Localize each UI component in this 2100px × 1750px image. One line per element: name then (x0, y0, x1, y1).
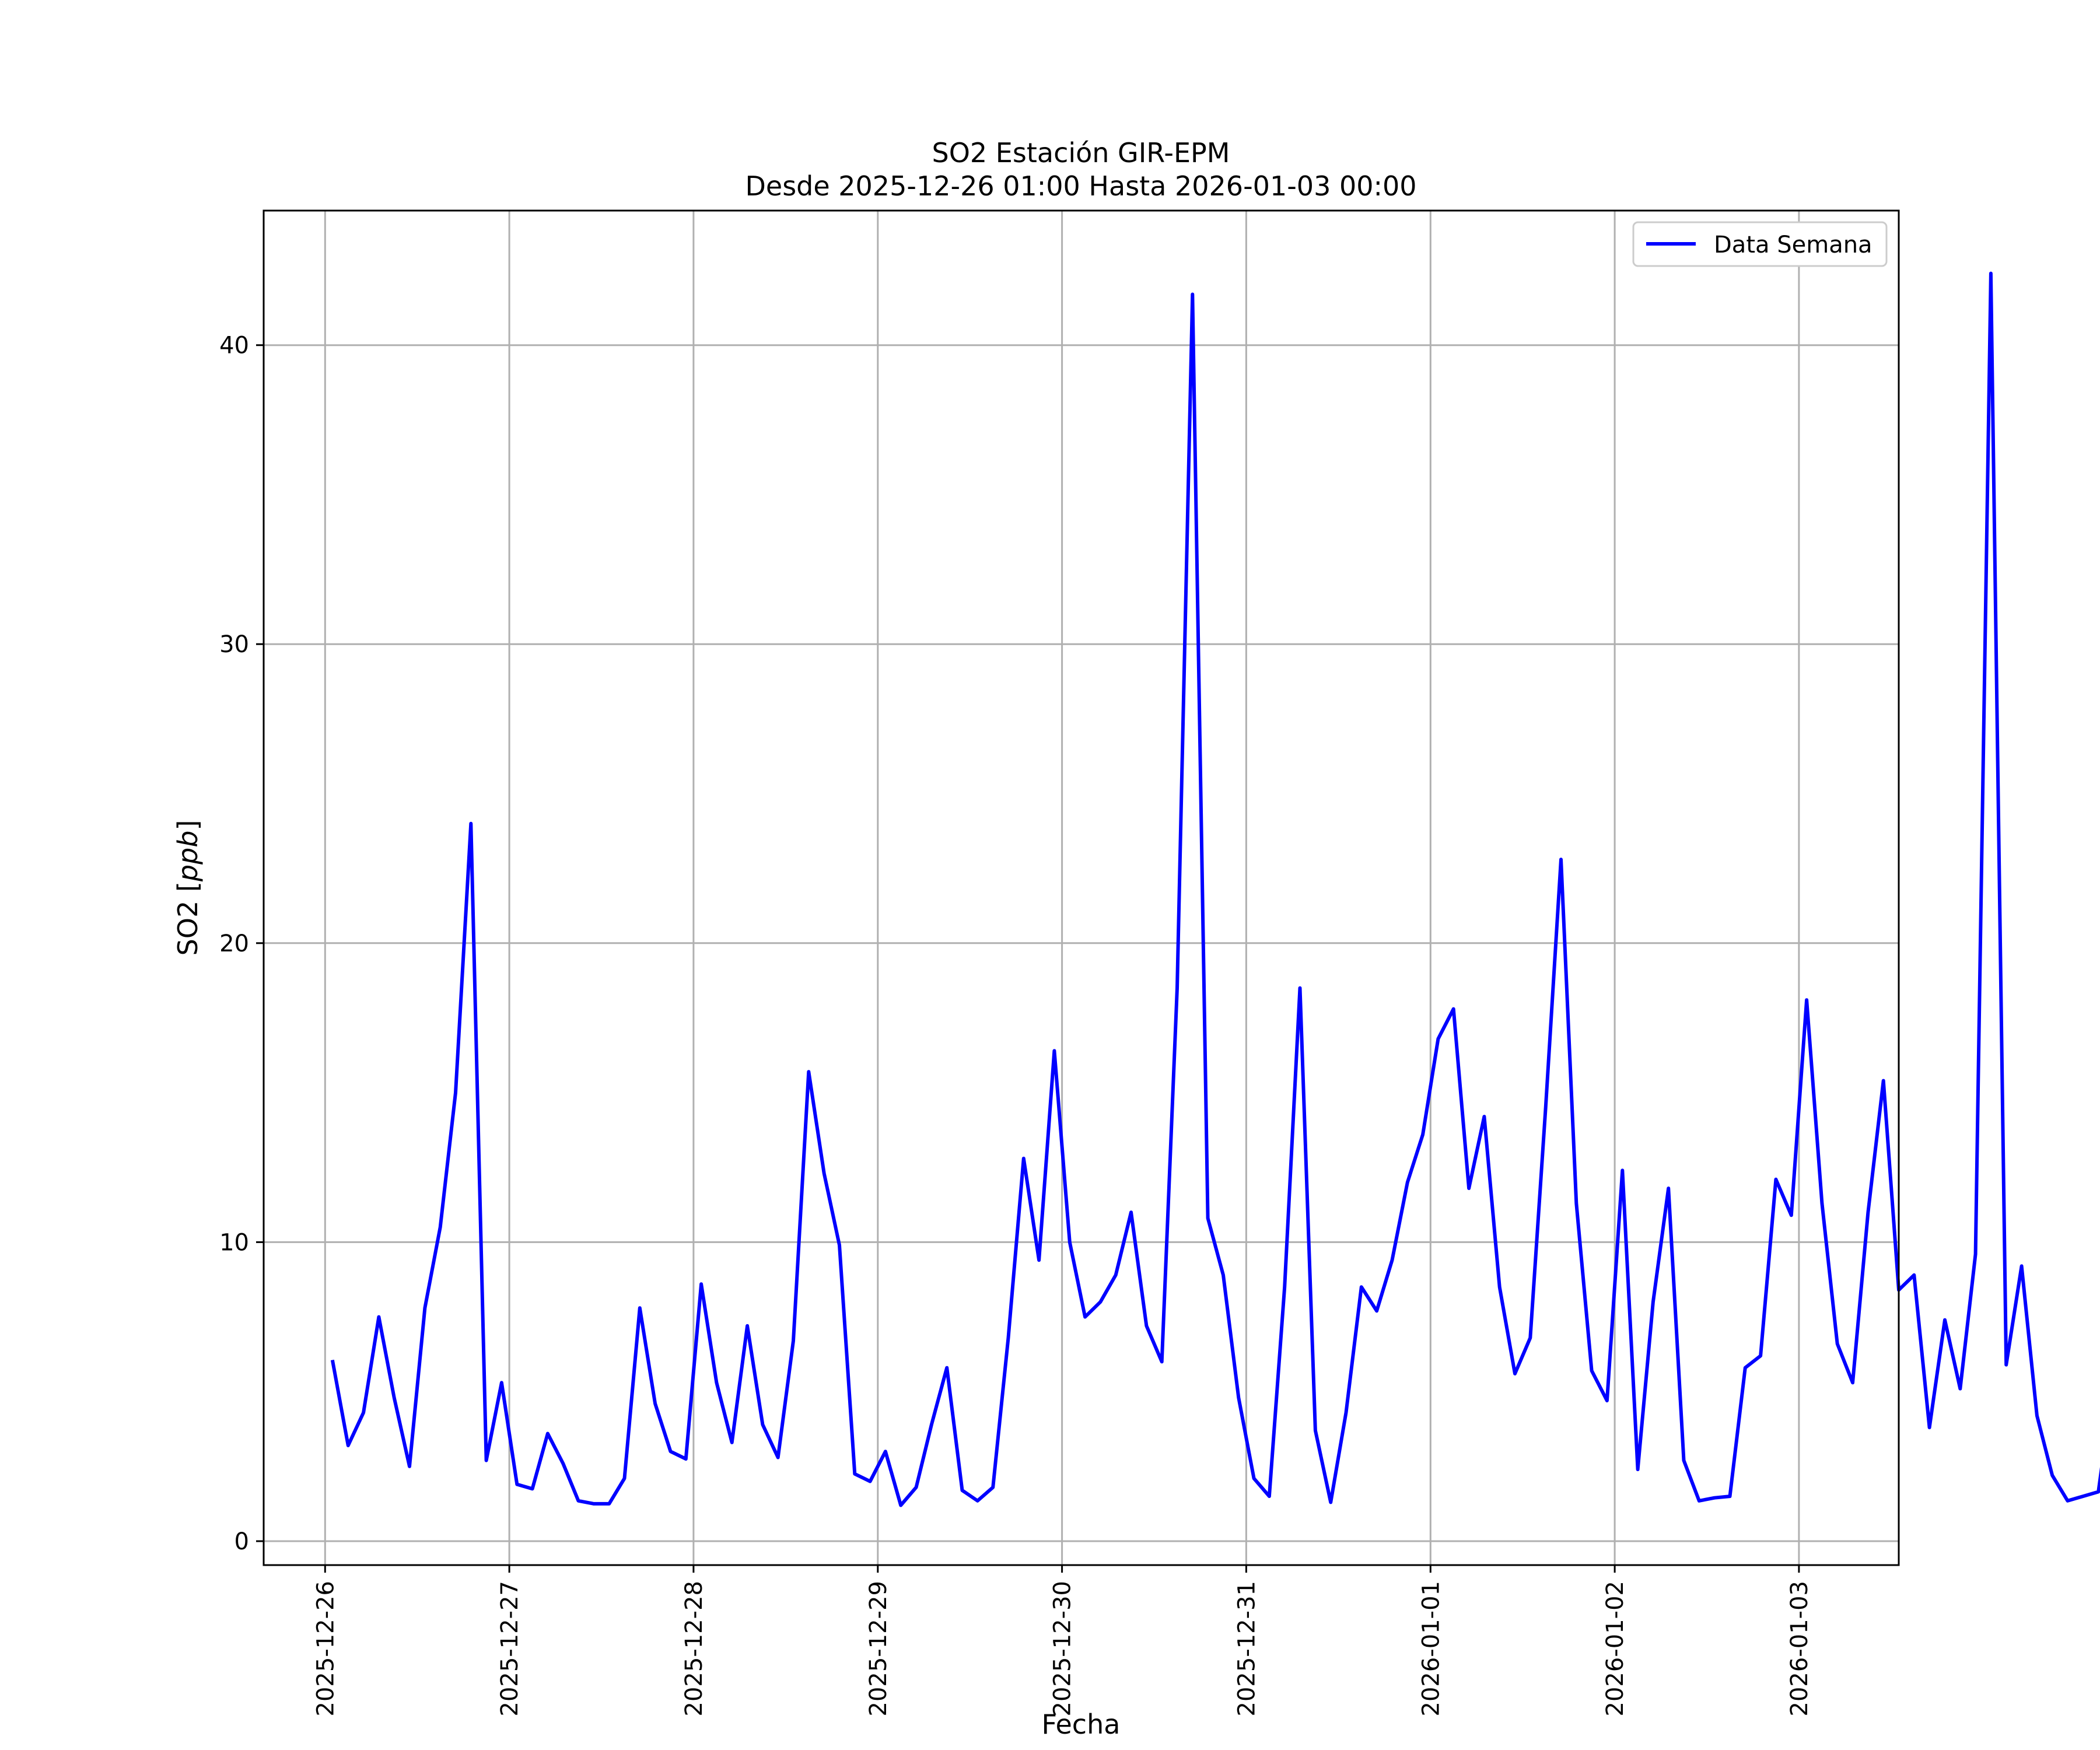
x-tick-label: 2025-12-28 (681, 1581, 708, 1716)
y-tick-label: 0 (235, 1528, 249, 1555)
y-tick-label: 30 (219, 631, 249, 658)
y-tick-label: 10 (219, 1229, 249, 1256)
plot-area-frame (262, 209, 1900, 1566)
grid-lines (264, 211, 1899, 1565)
y-tick-label: 40 (219, 332, 249, 359)
y-tick-label: 20 (219, 930, 249, 957)
x-tick-label: 2025-12-26 (312, 1581, 339, 1716)
legend: Data Semana (1632, 221, 1888, 267)
series-layer (330, 271, 2100, 1507)
y-axis-label-open-bracket: [ (172, 881, 204, 892)
x-tick-label: 2025-12-27 (496, 1581, 523, 1716)
y-axis-label-text: SO2 (172, 892, 204, 956)
legend-box (1632, 221, 1888, 267)
chart-title: SO2 Estación GIR-EPM (932, 137, 1230, 169)
y-axis-label-unit: ppb (172, 831, 204, 883)
x-tick-label: 2025-12-31 (1233, 1581, 1260, 1716)
x-tick-label: 2026-01-02 (1602, 1581, 1629, 1716)
x-tick-label: 2026-01-01 (1418, 1581, 1444, 1716)
x-axis-label: Fecha (1042, 1709, 1121, 1740)
x-tick-label: 2025-12-30 (1049, 1581, 1076, 1716)
y-axis-label: SO2 [ppb] (172, 820, 204, 956)
y-axis-label-close-bracket: ] (172, 820, 204, 831)
series-line-data-semana (330, 271, 2100, 1507)
legend-label-data-semana: Data Semana (1714, 232, 1873, 258)
x-tick-label: 2025-12-29 (865, 1581, 892, 1716)
chart-subtitle: Desde 2025-12-26 01:00 Hasta 2026-01-03 … (745, 170, 1416, 202)
x-tick-label: 2026-01-03 (1786, 1581, 1813, 1716)
axis-ticks: 0 10 20 30 40 2025-12-26 2025-12-27 2025-12-28 2… (219, 332, 1813, 1717)
